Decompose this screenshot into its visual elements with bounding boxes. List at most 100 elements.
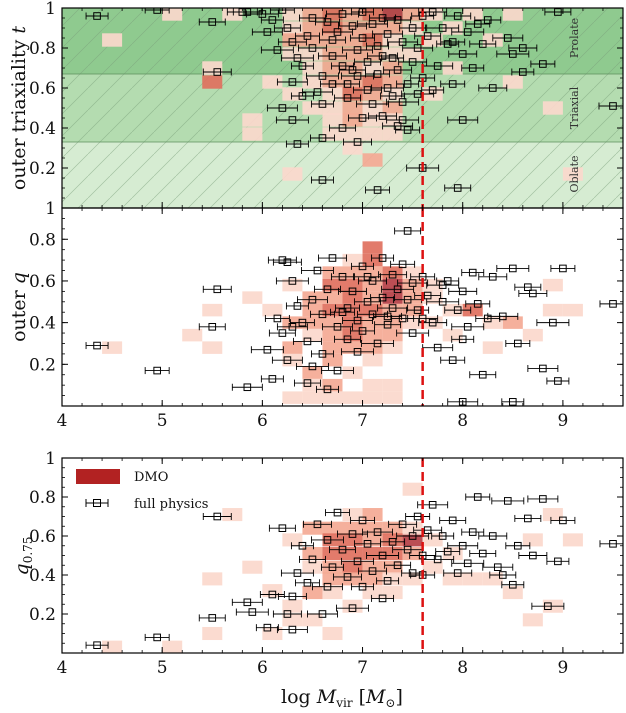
data-point	[439, 516, 467, 525]
panel-top: 0.2 0.4 0.6 0.8 1 1 Prolate Triaxial Oblate out…	[8, 0, 624, 219]
heatmap-cell	[202, 75, 223, 89]
data-point	[414, 291, 442, 300]
legend-dmo-label: DMO	[134, 470, 168, 485]
heatmap-cell	[402, 547, 423, 561]
ylabel-top: outer triaxiality t	[8, 26, 30, 190]
data-point	[339, 66, 366, 74]
data-point	[350, 34, 375, 42]
heatmap-cell	[402, 521, 423, 535]
heatmap-cell	[362, 101, 383, 115]
heatmap-cell	[382, 266, 403, 279]
heatmap-cell	[282, 8, 303, 21]
heatmap-cell	[462, 8, 483, 21]
data-point	[341, 557, 374, 566]
data-point	[334, 335, 361, 344]
data-point	[290, 92, 314, 100]
xlabel-bottom: log Mvir [M⊙]	[281, 686, 403, 710]
data-point	[465, 20, 491, 28]
heatmap-cell	[322, 291, 343, 304]
heatmap-cell	[342, 533, 363, 547]
heatmap-cell	[302, 328, 323, 342]
heatmap-cell	[262, 303, 283, 317]
ylabel-middle: outer q	[8, 272, 30, 342]
data-point	[371, 254, 395, 262]
data-point	[451, 323, 485, 331]
heatmap-cell	[382, 547, 403, 561]
heatmap-cell	[322, 266, 343, 279]
heatmap-cell	[202, 303, 223, 317]
data-point	[231, 598, 263, 607]
data-point	[336, 604, 369, 612]
heatmap-cell	[382, 391, 403, 404]
data-point	[451, 335, 475, 344]
data-point	[478, 532, 508, 540]
heatmap-cell	[182, 328, 203, 342]
band-label-prolate: Prolate	[568, 18, 581, 58]
heatmap-cell	[342, 508, 363, 522]
xtick-label: 5	[157, 411, 168, 431]
data-point	[398, 58, 428, 66]
ticks-top: 0.2 0.4 0.6 0.8 1 1	[29, 0, 624, 219]
heatmap-cell	[402, 533, 423, 547]
heatmap-cell	[342, 341, 363, 354]
data-point	[235, 608, 269, 616]
data-point	[290, 541, 314, 550]
data-point	[202, 285, 232, 294]
heatmap-cell	[382, 378, 403, 392]
data-point	[338, 22, 367, 30]
heatmap-cell	[302, 33, 323, 47]
data-point	[85, 12, 109, 20]
heatmap-cell	[282, 599, 303, 613]
heatmap-cell	[302, 391, 323, 404]
heatmap-cell	[322, 21, 343, 35]
data-point	[550, 264, 576, 273]
data-point	[426, 297, 460, 306]
data-point	[469, 370, 497, 379]
data-point	[202, 512, 232, 521]
heatmap-cell	[342, 141, 363, 155]
data-point	[482, 563, 514, 572]
legend-dmo-patch	[76, 469, 120, 484]
data-point	[260, 16, 284, 24]
heatmap-cell	[242, 127, 263, 141]
heatmap-cell	[202, 61, 223, 75]
data-point	[330, 308, 355, 317]
data-point	[518, 289, 548, 298]
xtick-label: 9	[557, 411, 568, 431]
heatmap-cell	[422, 560, 443, 574]
data-point	[298, 14, 326, 22]
data-point	[505, 541, 531, 550]
heatmap-cell	[322, 328, 343, 342]
heatmap-cell	[502, 75, 523, 89]
heatmap-cell	[542, 278, 563, 292]
data-point	[350, 516, 375, 525]
xtick-label: 8	[457, 411, 468, 431]
heatmap-cell	[422, 33, 443, 47]
ytick-label: 0.6	[29, 527, 56, 547]
data-point	[422, 343, 454, 352]
heatmap-cell	[342, 521, 363, 535]
heatmap-cell	[362, 266, 383, 279]
heatmap-cell	[402, 482, 423, 496]
heatmap-cell	[162, 8, 183, 21]
data-point	[370, 293, 396, 302]
heatmap-cell	[562, 533, 583, 547]
data-point	[266, 104, 298, 112]
data-point	[491, 497, 525, 505]
data-point	[536, 318, 570, 327]
heatmap-cell	[342, 547, 363, 561]
data-point	[371, 84, 405, 92]
data-point	[383, 66, 413, 74]
heatmap-cell	[262, 584, 283, 598]
data-point	[85, 641, 109, 650]
data-point	[599, 300, 623, 308]
data-point	[231, 383, 263, 392]
data-point	[294, 579, 320, 587]
data-point	[384, 561, 412, 570]
ytick-label: 0.6	[29, 79, 56, 99]
heatmap-cell	[402, 8, 423, 21]
data-point	[599, 540, 623, 548]
heatmap-cell	[342, 291, 363, 304]
data-point	[356, 100, 390, 108]
